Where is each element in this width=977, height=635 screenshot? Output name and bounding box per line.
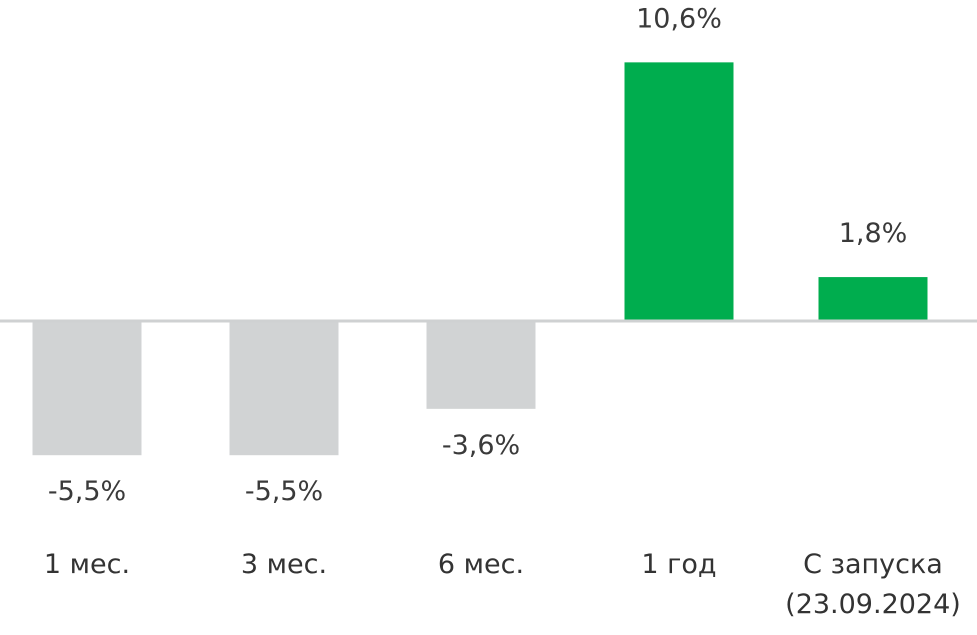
- value-labels-group: -5,5% -5,5% -3,6% 10,6% 1,8%: [48, 3, 907, 507]
- value-label-5: 1,8%: [839, 218, 908, 249]
- category-label-3: 6 мес.: [438, 549, 524, 580]
- value-label-4: 10,6%: [636, 3, 722, 34]
- category-label-5-line-1: С запуска: [803, 549, 943, 580]
- bar-1: [32, 321, 142, 456]
- category-labels-group: 1 мес. 3 мес. 6 мес. 1 год С запуска (23.09.2…: [44, 549, 961, 620]
- bars-group: [32, 62, 928, 456]
- category-label-1: 1 мес.: [44, 549, 130, 580]
- bar-5: [818, 277, 928, 321]
- category-label-5-line-2: (23.09.2024): [785, 589, 961, 620]
- category-label-2: 3 мес.: [241, 549, 327, 580]
- value-label-2: -5,5%: [245, 476, 323, 507]
- bar-3: [426, 321, 536, 409]
- value-label-1: -5,5%: [48, 476, 126, 507]
- value-label-3: -3,6%: [442, 430, 520, 461]
- bar-2: [229, 321, 339, 456]
- category-label-4: 1 год: [641, 549, 716, 580]
- bar-4: [624, 62, 734, 322]
